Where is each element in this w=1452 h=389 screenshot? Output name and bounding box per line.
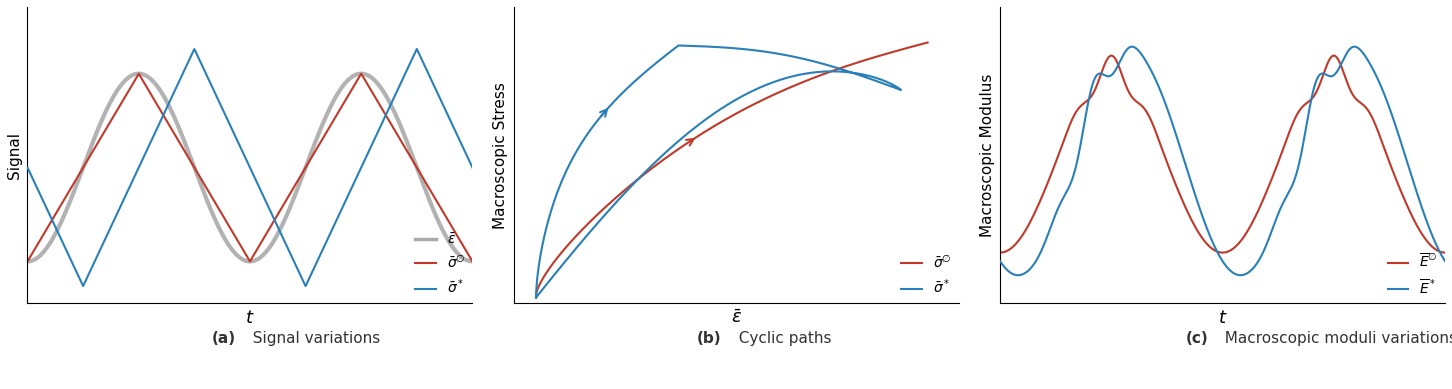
Y-axis label: Macroscopic Modulus: Macroscopic Modulus <box>980 74 995 237</box>
X-axis label: $\bar{\epsilon}$: $\bar{\epsilon}$ <box>730 309 742 327</box>
Text: (a): (a) <box>212 331 235 346</box>
Text: Cyclic paths: Cyclic paths <box>729 331 832 346</box>
X-axis label: $t$: $t$ <box>1218 309 1227 327</box>
Legend: $\overline{E}^\emptyset$, $\overline{E}^*$: $\overline{E}^\emptyset$, $\overline{E}^… <box>1388 252 1437 296</box>
X-axis label: $t$: $t$ <box>245 309 254 327</box>
Legend: $\bar{\epsilon}$, $\bar{\sigma}^\emptyset$, $\bar{\sigma}^*$: $\bar{\epsilon}$, $\bar{\sigma}^\emptyse… <box>415 233 466 296</box>
Text: (c): (c) <box>1185 331 1208 346</box>
Text: (b): (b) <box>697 331 722 346</box>
Legend: $\bar{\sigma}^\emptyset$, $\bar{\sigma}^*$: $\bar{\sigma}^\emptyset$, $\bar{\sigma}^… <box>902 254 953 296</box>
Y-axis label: Macroscopic Stress: Macroscopic Stress <box>494 82 508 229</box>
Y-axis label: Signal: Signal <box>7 132 22 179</box>
Text: Signal variations: Signal variations <box>242 331 380 346</box>
Text: Macroscopic moduli variations: Macroscopic moduli variations <box>1215 331 1452 346</box>
